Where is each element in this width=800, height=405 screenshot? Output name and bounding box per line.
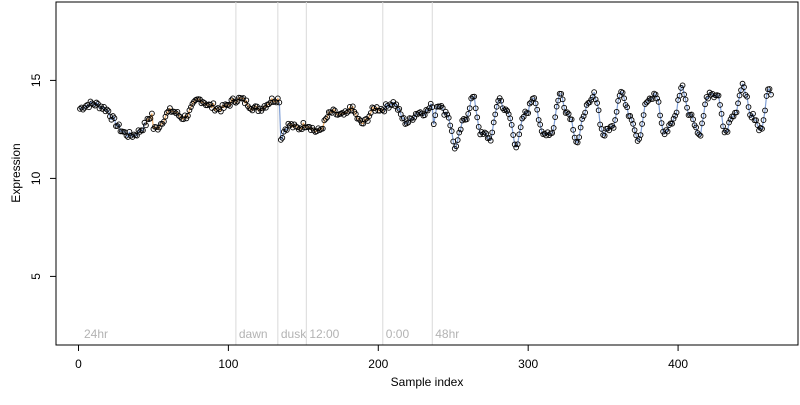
series-line-segment [615,112,616,120]
series-line-segment [476,108,477,117]
x-tick-label: 300 [518,357,538,371]
series-line-segment [720,105,721,114]
series-line-segment [633,124,634,130]
series-line-segment [510,118,511,125]
series-line-segment [563,99,564,107]
series-line-segment [521,119,522,128]
x-tick-label: 0 [75,357,82,371]
y-tick-label: 5 [29,273,43,280]
series-line-segment [449,118,450,126]
series-line-segment [662,123,663,132]
series-line-segment [621,92,622,93]
phase-label: dawn [239,327,268,341]
series-line-segment [530,102,531,103]
y-axis-title: Expression [9,143,23,202]
series-line-segment [624,98,625,105]
phase-lines [236,2,432,345]
series-line-segment [579,128,580,138]
series-line-segment [167,111,168,112]
series-line-segment [282,132,283,138]
series-line-segment [738,95,739,103]
series-line-segment [702,116,703,123]
series-line-segment [501,101,502,108]
series-line-segment [519,127,520,134]
x-tick-label: 200 [368,357,388,371]
series-line-segment [573,130,574,138]
phase-label: 0:00 [386,327,410,341]
series-line-segment [458,133,459,140]
series-line-segment [477,117,478,126]
series-line-segment [764,110,765,120]
series-line-segment [494,114,495,122]
data-points [78,81,774,151]
phase-label: dusk [281,327,307,341]
series-line-segment [495,107,496,115]
y-tick-label: 15 [29,73,43,87]
series-line-segment [540,125,541,132]
series-line-segment [585,105,586,113]
corner-label: 24hr [84,327,108,341]
series-line-segment [557,101,558,107]
phase-label: 12:00 [309,327,339,341]
series-line-segment [434,115,435,124]
series-line-segment [660,115,661,123]
series-line-segment [513,135,514,144]
series-line-segment [693,119,694,125]
x-tick-label: 100 [218,357,238,371]
plot-frame [56,2,798,345]
x-tick-label: 400 [668,357,688,371]
series-line-segment [597,103,598,110]
series-line-segment [581,119,582,128]
series-line-segment [468,108,469,114]
y-axis: 5 10 15 [29,73,56,279]
series-line-segment [536,103,537,109]
phase-label: 48hr [435,327,459,341]
x-axis: 0 100 200 300 400 [75,345,688,371]
series-line-segment [642,115,643,124]
series-line-segment [372,107,373,108]
series-line-segment [654,94,655,95]
series-line-segment [680,88,681,96]
series-line-segment [279,102,280,139]
series-line-segment [686,100,687,108]
series-line-segment [461,121,462,130]
x-axis-title: Sample index [391,375,464,389]
series-line-segment [470,98,471,108]
y-tick-label: 10 [29,171,43,185]
series-line-segment [749,107,750,115]
series-line-segment [456,140,457,146]
series-line-segment [497,101,498,107]
series-line-segment [744,87,745,95]
